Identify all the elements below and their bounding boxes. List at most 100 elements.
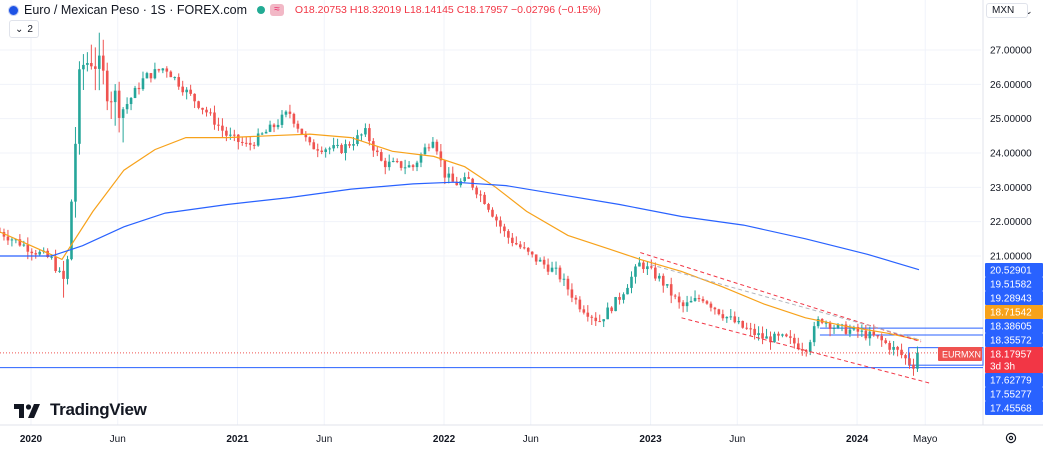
candle-body <box>225 130 228 136</box>
candle-body <box>661 275 665 286</box>
candle-body <box>407 165 411 168</box>
x-tick-label: 2024 <box>846 434 869 445</box>
candle-body <box>6 236 10 241</box>
candle-body <box>773 333 776 343</box>
candle-body <box>483 194 486 205</box>
candle-body <box>38 251 42 255</box>
candle-body <box>213 112 216 125</box>
candle-body <box>368 128 371 142</box>
symbol-title[interactable]: Euro / Mexican Peso · 1S · FOREX.com <box>24 3 247 17</box>
candle-body <box>312 142 316 150</box>
candle-body <box>431 141 435 148</box>
candle-body <box>709 303 713 308</box>
candle-body <box>491 209 494 217</box>
candle-body <box>217 124 220 126</box>
candle-body <box>427 147 431 149</box>
candle-body <box>816 319 820 327</box>
candle-body <box>864 330 868 339</box>
candle-body <box>630 276 633 288</box>
candle-body <box>705 301 709 304</box>
candle-body <box>137 87 141 90</box>
candle-body <box>725 316 729 319</box>
candle-body <box>101 55 105 71</box>
channel-lower-line[interactable] <box>681 317 930 384</box>
candle-body <box>149 73 153 79</box>
candle-body <box>189 89 192 94</box>
candle-body <box>610 307 613 312</box>
candle-body <box>685 302 689 307</box>
candle-body <box>133 87 137 98</box>
candle-body <box>58 270 61 272</box>
candle-body <box>276 124 280 128</box>
candle-body <box>769 336 772 343</box>
candle-body <box>10 239 14 241</box>
candle-body <box>288 111 292 114</box>
chevron-down-icon: ⌄ <box>1025 6 1033 16</box>
price-label: 17.62779 <box>990 376 1032 387</box>
candle-body <box>499 220 502 227</box>
indicators-toggle-button[interactable]: ⌄ 2 <box>9 20 39 38</box>
candle-body <box>916 352 919 369</box>
price-label-bg <box>985 277 1043 291</box>
wave-icon[interactable]: ≈ <box>270 4 284 16</box>
y-tick-label: 22.00000 <box>990 217 1032 228</box>
candle-body <box>642 262 645 270</box>
price-label-bg <box>985 263 1043 277</box>
y-tick-label: 27.00000 <box>990 46 1032 57</box>
candle-body <box>677 296 681 303</box>
candle-body <box>634 266 637 277</box>
gear-icon[interactable] <box>1005 432 1017 444</box>
candle-body <box>260 133 264 135</box>
candle-body <box>141 78 145 90</box>
countdown-label: 3d 3h <box>990 362 1015 373</box>
candle-body <box>507 231 510 238</box>
candle-body <box>94 66 97 69</box>
candle-body <box>761 333 764 339</box>
candle-body <box>570 289 574 298</box>
indicators-count: 2 <box>27 23 33 35</box>
candle-body <box>387 161 391 168</box>
ohlc-change: −0.02796 (−0.15%) <box>511 4 601 16</box>
candle-body <box>753 328 756 336</box>
moving-average-fast-line[interactable] <box>0 133 920 341</box>
candle-body <box>165 68 169 72</box>
candle-body <box>360 134 363 136</box>
price-label: 20.52901 <box>990 266 1032 277</box>
candle-body <box>876 335 880 337</box>
candle-body <box>511 237 514 244</box>
candle-body <box>638 262 641 267</box>
candle-body <box>729 316 733 318</box>
candle-body <box>443 160 447 178</box>
candle-body <box>248 142 252 145</box>
ohlc-close: C18.17957 <box>456 4 509 16</box>
candle-body <box>364 128 367 135</box>
candle-body <box>26 244 30 252</box>
candle-body <box>824 322 828 324</box>
channel-mid-line[interactable] <box>650 264 922 341</box>
candle-body <box>161 68 165 71</box>
candle-body <box>526 247 530 252</box>
candle-body <box>70 201 73 260</box>
moving-average-slow-line[interactable] <box>0 181 920 271</box>
candle-body <box>582 309 586 313</box>
tradingview-logo[interactable]: TradingView <box>14 400 147 420</box>
candle-body <box>900 349 903 356</box>
symbol-tag-bg <box>938 347 982 361</box>
candle-body <box>197 101 200 108</box>
candle-body <box>896 346 899 350</box>
candle-body <box>884 340 887 344</box>
candle-body <box>113 90 117 103</box>
tradingview-logo-icon <box>14 404 40 418</box>
candle-body <box>590 316 594 318</box>
currency-selector[interactable]: MXN <box>986 3 1028 18</box>
candle-body <box>383 160 387 168</box>
price-label-bg <box>985 305 1043 319</box>
candle-body <box>586 312 590 317</box>
candle-body <box>566 278 570 290</box>
candle-body <box>145 73 149 79</box>
candle-body <box>522 247 526 249</box>
price-label-bg <box>985 333 1043 347</box>
candle-body <box>233 134 236 136</box>
brand-name: TradingView <box>50 400 147 419</box>
